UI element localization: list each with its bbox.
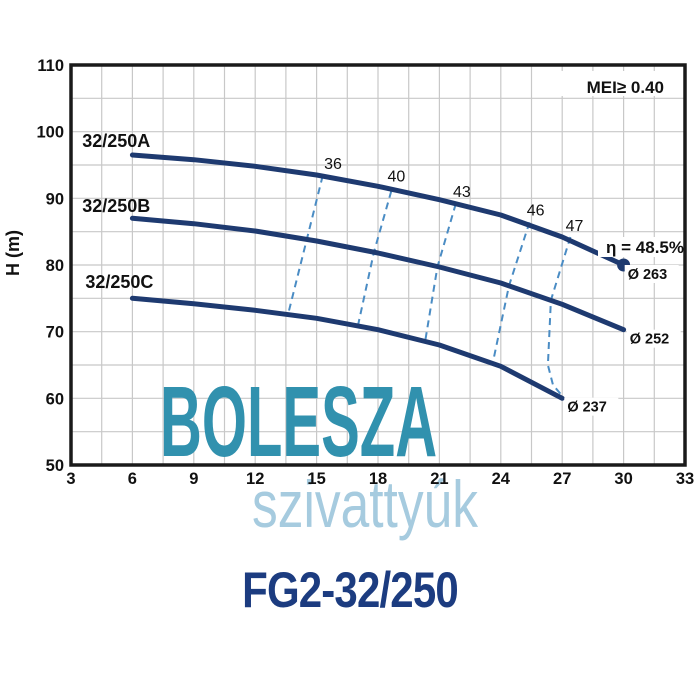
diameter-label-backdrop (564, 397, 619, 416)
iso-efficiency-label: 43 (453, 184, 471, 201)
pump-curve-32/250A (129, 152, 627, 268)
efficiency-value-label: η = 48.5% (606, 238, 684, 257)
y-tick-label: 80 (46, 257, 64, 275)
iso-efficiency-line-47 (546, 236, 572, 398)
plot-frame (69, 63, 687, 467)
x-tick-label: 9 (189, 470, 198, 488)
y-tick-label: 60 (46, 390, 64, 408)
curve-name-label: 32/250B (82, 196, 150, 216)
mei-label-backdrop (548, 71, 680, 96)
x-tick-label: 27 (553, 470, 571, 488)
y-tick-label: 50 (46, 457, 64, 475)
y-axis-title: H (m) (3, 230, 23, 276)
x-tick-label: 21 (430, 470, 448, 488)
diameter-label-backdrop (624, 265, 679, 283)
x-tick-label: 33 (676, 470, 694, 488)
iso-efficiency-label: 40 (388, 169, 406, 186)
curve-name-label: 32/250A (82, 131, 150, 151)
y-tick-label: 70 (46, 324, 64, 342)
pump-curve-32/250C (129, 295, 565, 401)
impeller-diameter-label: Ø 237 (567, 400, 607, 416)
mei-rating-label: MEI≥ 0.40 (587, 78, 664, 97)
x-tick-label: 30 (614, 470, 632, 488)
impeller-diameter-label: Ø 263 (628, 267, 668, 283)
x-tick-label: 12 (246, 470, 264, 488)
iso-efficiency-label: 47 (566, 218, 584, 235)
watermark-brand-text: BOLESZA (160, 367, 437, 478)
model-title: FG2-32/250 (242, 562, 459, 618)
x-tick-label: 15 (307, 470, 325, 488)
y-tick-label: 100 (36, 124, 64, 142)
y-tick-label: 90 (46, 190, 64, 208)
efficiency-label-backdrop (598, 237, 686, 257)
impeller-diameter-label: Ø 252 (630, 332, 670, 348)
iso-efficiency-label: 36 (324, 156, 342, 173)
x-tick-label: 24 (492, 470, 511, 488)
x-tick-label: 18 (369, 470, 387, 488)
iso-efficiency-label: 46 (527, 203, 545, 220)
watermark-subtitle-text: szivattyúk (252, 467, 478, 542)
x-tick-label: 6 (128, 470, 137, 488)
pump-curve-32/250B (129, 215, 627, 333)
y-tick-label: 110 (37, 57, 64, 75)
diameter-label-backdrop (626, 329, 681, 348)
x-tick-label: 3 (66, 470, 75, 488)
curve-name-label: 32/250C (85, 272, 153, 292)
